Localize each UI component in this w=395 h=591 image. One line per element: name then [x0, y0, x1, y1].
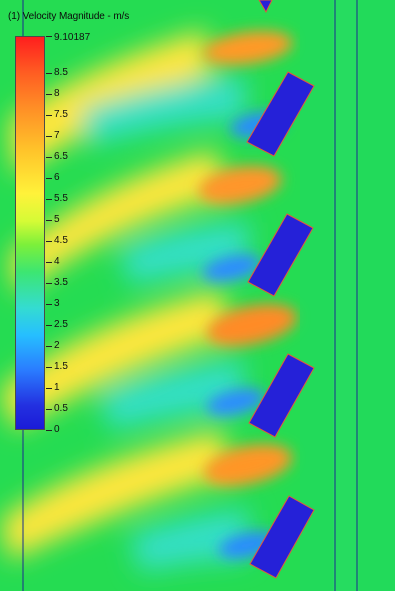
- legend-tick: [46, 220, 52, 221]
- legend-tick: [46, 388, 52, 389]
- velocity-legend: (1) Velocity Magnitude - m/s 9.10187 8.5…: [8, 11, 158, 441]
- legend-tick: [46, 367, 52, 368]
- velocity-hotspots: [198, 30, 298, 559]
- blade-4: [249, 495, 315, 579]
- legend-tick-label: 8.5: [54, 67, 68, 78]
- legend-tick-label: 4: [54, 256, 60, 267]
- color-scale-bar: [15, 36, 45, 430]
- legend-tick-label: 5.5: [54, 193, 68, 204]
- legend-tick: [46, 325, 52, 326]
- legend-tick: [46, 409, 52, 410]
- legend-tick: [46, 178, 52, 179]
- legend-tick-label: 6.5: [54, 151, 68, 162]
- legend-tick: [46, 36, 52, 37]
- legend-tick: [46, 157, 52, 158]
- blade-1: [246, 71, 315, 157]
- legend-tick-label: 7.5: [54, 109, 68, 120]
- legend-tick: [46, 241, 52, 242]
- legend-max-label: 9.10187: [54, 32, 91, 43]
- legend-tick-label: 1.5: [54, 361, 68, 372]
- legend-tick-label: 5: [54, 214, 60, 225]
- legend-tick: [46, 283, 52, 284]
- legend-tick: [46, 73, 52, 74]
- legend-tick-label: 7: [54, 130, 60, 141]
- blade-top: [258, 0, 273, 14]
- legend-tick-label: 1: [54, 382, 60, 393]
- legend-tick: [46, 136, 52, 137]
- legend-tick: [46, 115, 52, 116]
- blade-3: [248, 353, 315, 438]
- legend-tick: [46, 430, 52, 431]
- legend-tick: [46, 262, 52, 263]
- blade-2: [247, 213, 314, 297]
- blades: [246, 0, 315, 579]
- legend-tick: [46, 94, 52, 95]
- legend-tick-label: 4.5: [54, 235, 68, 246]
- legend-title: (1) Velocity Magnitude - m/s: [8, 11, 130, 22]
- legend-tick-label: 8: [54, 88, 60, 99]
- legend-tick: [46, 346, 52, 347]
- legend-tick-label: 2: [54, 340, 60, 351]
- legend-tick: [46, 199, 52, 200]
- legend-tick-label: 0: [54, 424, 60, 435]
- legend-tick-label: 3.5: [54, 277, 68, 288]
- legend-tick: [46, 304, 52, 305]
- velocity-bands: [0, 30, 250, 572]
- legend-tick-label: 6: [54, 172, 60, 183]
- legend-tick-label: 3: [54, 298, 60, 309]
- legend-tick-label: 0.5: [54, 403, 68, 414]
- legend-tick-label: 2.5: [54, 319, 68, 330]
- gap-band: [333, 0, 359, 591]
